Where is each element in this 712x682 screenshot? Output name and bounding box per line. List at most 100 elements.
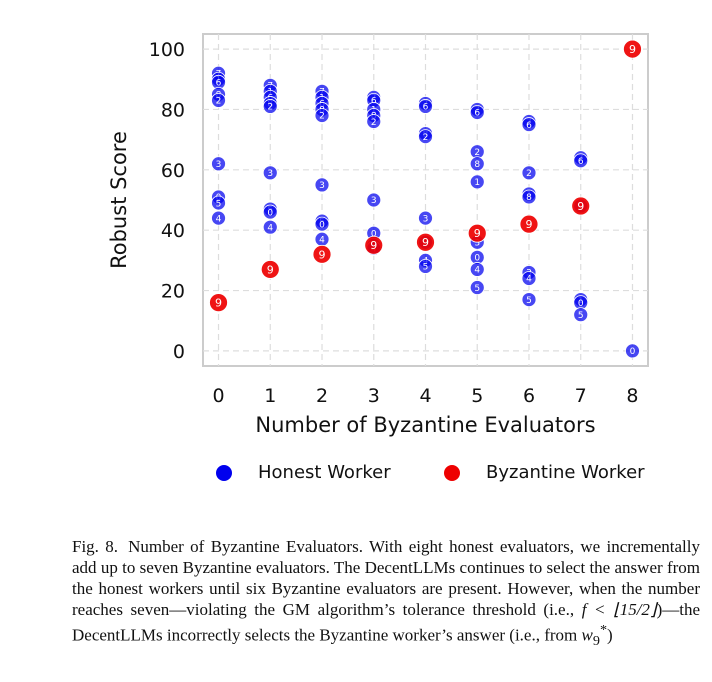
caption-math-worker-sup: *	[599, 622, 608, 638]
honest-point	[573, 307, 589, 323]
figure: 0 1 2 3 4 5 6 7 8 0 20 40 60 80 100 Number of Byzantine…	[0, 33, 712, 492]
honest-point	[418, 129, 433, 145]
y-tick-label: 80	[161, 99, 185, 121]
byzantine-point	[260, 260, 280, 279]
honest-point	[418, 258, 433, 274]
honest-point	[469, 174, 485, 190]
byzantine-point-label: 9	[577, 200, 584, 213]
legend: Honest Worker Byzantine Worker	[0, 462, 712, 492]
byzantine-point-label: 9	[215, 297, 222, 310]
honest-point-label: 5	[216, 199, 222, 209]
x-tick-label: 4	[419, 385, 431, 407]
honest-point-label: 8	[526, 193, 532, 203]
legend-marker-byzantine	[444, 464, 460, 481]
honest-point-label: 5	[526, 296, 532, 306]
byzantine-point-label: 9	[629, 43, 636, 56]
byzantine-point-label: 9	[319, 248, 326, 261]
byzantine-point	[623, 39, 642, 59]
honest-point	[469, 156, 485, 172]
honest-point	[521, 292, 537, 308]
caption-math-worker: w	[581, 625, 593, 645]
honest-point	[262, 219, 278, 235]
honest-point-label: 4	[474, 266, 480, 276]
honest-point	[211, 210, 226, 226]
honest-point	[262, 204, 278, 220]
honest-point-label: 2	[423, 133, 429, 143]
honest-point-label: 8	[474, 160, 480, 170]
honest-point-label: 3	[474, 238, 480, 248]
honest-point-label: 6	[216, 79, 222, 89]
byzantine-point-label: 9	[370, 239, 377, 252]
x-axis-label: Number of Byzantine Evaluators	[255, 413, 595, 437]
honest-point	[469, 262, 485, 277]
x-tick-label: 5	[471, 385, 483, 407]
honest-point-label: 4	[216, 214, 222, 224]
honest-point	[314, 216, 330, 232]
honest-point	[469, 105, 485, 120]
honest-point	[211, 156, 226, 172]
caption-text-1: Number of Byzantine Evaluators. With eig…	[72, 537, 700, 619]
honest-point	[314, 108, 330, 123]
honest-point-label: 3	[267, 169, 273, 179]
y-axis-label: Robust Score	[107, 131, 131, 269]
legend-item-byzantine: Byzantine Worker	[444, 462, 645, 483]
caption-math-threshold: f < ⌊15/2⌋	[581, 600, 657, 619]
honest-point-label: 2	[267, 103, 273, 113]
honest-point	[521, 189, 537, 205]
honest-point-label: 0	[319, 220, 325, 230]
honest-point-label: 2	[526, 169, 532, 179]
honest-point-label: 4	[319, 235, 325, 245]
honest-point-label: 6	[526, 121, 532, 131]
honest-point-label: 6	[423, 103, 429, 113]
honest-point-label: 0	[371, 229, 377, 239]
honest-point	[521, 271, 537, 286]
honest-point	[418, 99, 433, 114]
legend-label-byzantine: Byzantine Worker	[486, 462, 645, 483]
honest-point-label: 0	[630, 347, 636, 357]
honest-point	[418, 210, 433, 226]
honest-point	[211, 195, 226, 211]
honest-point	[262, 99, 278, 114]
byzantine-point-label: 9	[474, 227, 481, 240]
figure-caption: Fig. 8. Number of Byzantine Evaluators. W…	[72, 536, 700, 652]
byzantine-point	[312, 244, 332, 264]
honest-point-label: 5	[578, 311, 584, 321]
x-tick-label: 0	[212, 385, 224, 407]
x-tick-label: 2	[316, 385, 328, 407]
honest-point-label: 2	[474, 148, 480, 158]
honest-point-label: 0	[578, 299, 584, 309]
honest-point	[469, 280, 485, 295]
y-tick-label: 0	[173, 341, 185, 363]
honest-point-label: 5	[423, 263, 429, 273]
honest-point-label: 4	[526, 275, 532, 285]
honest-point	[211, 93, 226, 108]
x-tick-label: 6	[523, 385, 535, 407]
honest-point-label: 6	[578, 157, 584, 167]
honest-point-label: 0	[474, 254, 480, 264]
honest-point	[314, 177, 330, 193]
byzantine-point-label: 9	[422, 236, 429, 249]
honest-point-label: 4	[267, 223, 273, 233]
legend-label-honest: Honest Worker	[258, 462, 391, 483]
byzantine-point	[416, 232, 435, 252]
honest-point-label: 0	[267, 208, 273, 218]
x-tick-label: 7	[575, 385, 587, 407]
caption-math-worker-sub: 9	[592, 633, 600, 650]
honest-point-label: 3	[319, 181, 325, 191]
x-tick-label: 8	[626, 385, 638, 407]
honest-point	[366, 114, 382, 129]
x-tick-label: 1	[264, 385, 276, 407]
honest-point-label: 5	[474, 284, 480, 294]
honest-point-label: 6	[371, 97, 377, 107]
honest-point	[262, 165, 278, 181]
caption-text-3: )	[607, 625, 613, 645]
honest-point-label: 3	[423, 214, 429, 224]
byzantine-point-label: 9	[267, 263, 274, 276]
byzantine-point	[467, 223, 487, 243]
byzantine-point	[209, 293, 228, 313]
honest-point-label: 2	[319, 112, 325, 122]
honest-point-label: 3	[371, 196, 377, 206]
legend-item-honest: Honest Worker	[216, 462, 391, 483]
legend-marker-honest	[216, 464, 232, 481]
